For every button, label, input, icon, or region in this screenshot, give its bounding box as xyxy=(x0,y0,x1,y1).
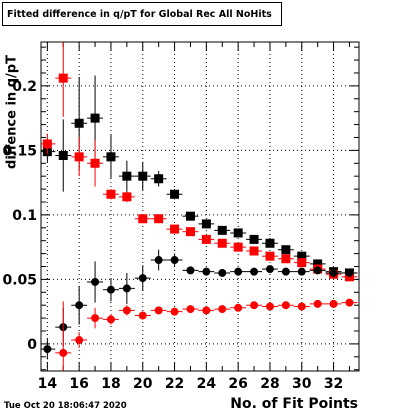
data-point-circle xyxy=(218,268,227,277)
data-point-square xyxy=(313,259,323,269)
data-point-square xyxy=(201,234,211,244)
data-point-square xyxy=(58,151,68,161)
data-point-square xyxy=(138,214,148,224)
data-point-square xyxy=(122,192,132,202)
data-point-circle xyxy=(138,311,147,320)
data-point-circle xyxy=(313,299,322,308)
x-tick-label: 14 xyxy=(38,376,58,392)
data-point-square xyxy=(233,228,243,238)
data-point-circle xyxy=(75,301,84,310)
data-point-circle xyxy=(265,302,274,311)
data-point-circle xyxy=(154,306,163,315)
data-point-circle xyxy=(170,256,179,265)
data-point-square xyxy=(122,171,132,181)
data-point-square xyxy=(265,238,275,248)
y-tick-label: 0.1 xyxy=(12,208,37,224)
y-tick-label: 0.05 xyxy=(2,272,37,288)
data-point-square xyxy=(217,225,227,235)
data-point-square xyxy=(170,189,180,199)
y-tick-label: 0.15 xyxy=(2,143,37,159)
data-point-circle xyxy=(170,307,179,316)
data-point-square xyxy=(201,219,211,229)
data-points xyxy=(41,42,358,371)
data-point-square xyxy=(249,234,259,244)
data-point-circle xyxy=(265,265,274,274)
x-tick-label: 30 xyxy=(292,376,312,392)
data-point-square xyxy=(233,242,243,252)
data-point-circle xyxy=(297,302,306,311)
data-point-circle xyxy=(75,336,84,345)
data-point-square xyxy=(106,152,116,162)
data-point-circle xyxy=(91,277,100,286)
data-point-circle xyxy=(202,306,211,315)
data-point-circle xyxy=(59,348,68,357)
data-point-square xyxy=(217,238,227,248)
data-point-square xyxy=(297,251,307,261)
data-point-circle xyxy=(345,268,354,277)
x-tick-label: 32 xyxy=(324,376,343,392)
data-point-circle xyxy=(297,267,306,276)
data-point-square xyxy=(90,158,100,168)
data-point-square xyxy=(58,73,68,83)
x-tick-label: 26 xyxy=(228,376,247,392)
data-point-circle xyxy=(234,303,243,312)
data-point-circle xyxy=(281,267,290,276)
data-point-circle xyxy=(106,315,115,324)
data-point-circle xyxy=(250,301,259,310)
chart-title: Fitted difference in q/pT for Global Rec… xyxy=(2,2,282,26)
data-point-circle xyxy=(202,267,211,276)
plot-frame xyxy=(40,41,360,372)
x-tick-label: 28 xyxy=(260,376,279,392)
data-point-circle xyxy=(106,285,115,294)
data-point-circle xyxy=(122,306,131,315)
y-tick-label: 0 xyxy=(27,337,37,353)
data-point-square xyxy=(154,174,164,184)
data-point-square xyxy=(281,254,291,264)
x-tick-label: 22 xyxy=(165,376,184,392)
data-point-square xyxy=(249,246,259,256)
data-point-circle xyxy=(218,305,227,314)
data-point-square xyxy=(90,113,100,123)
x-tick-label: 18 xyxy=(101,376,120,392)
data-point-circle xyxy=(329,268,338,277)
data-point-square xyxy=(185,227,195,237)
x-tick-label: 16 xyxy=(69,376,88,392)
data-point-square xyxy=(74,152,84,162)
data-point-square xyxy=(185,211,195,221)
data-point-circle xyxy=(281,301,290,310)
data-point-circle xyxy=(329,299,338,308)
data-point-circle xyxy=(43,345,52,354)
y-tick-label: 0.2 xyxy=(12,79,37,95)
timestamp-label: Tue Oct 20 18:06:47 2020 xyxy=(4,401,127,411)
data-point-square xyxy=(74,118,84,128)
data-point-square xyxy=(281,245,291,255)
data-point-circle xyxy=(122,284,131,293)
data-point-circle xyxy=(186,305,195,314)
data-point-square xyxy=(154,214,164,224)
data-point-circle xyxy=(186,266,195,275)
data-point-square xyxy=(42,139,52,149)
data-point-square xyxy=(297,258,307,268)
data-point-circle xyxy=(154,256,163,265)
data-point-circle xyxy=(234,267,243,276)
data-point-circle xyxy=(313,266,322,275)
x-tick-label: 24 xyxy=(197,376,217,392)
data-point-square xyxy=(170,224,180,234)
x-tick-label: 20 xyxy=(133,376,153,392)
x-axis-title: No. of Fit Points xyxy=(230,396,358,412)
data-point-square xyxy=(106,189,116,199)
data-point-circle xyxy=(138,274,147,283)
data-point-circle xyxy=(250,267,259,276)
data-point-circle xyxy=(91,314,100,323)
data-point-circle xyxy=(345,298,354,307)
data-point-square xyxy=(138,171,148,181)
data-point-square xyxy=(265,251,275,261)
